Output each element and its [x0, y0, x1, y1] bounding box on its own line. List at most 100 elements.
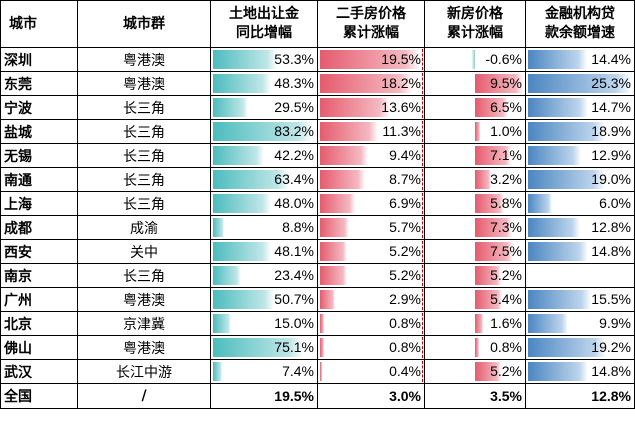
land-sale-growth-value: 23.4% — [274, 267, 314, 283]
new-house-price-rise: 1.0% — [424, 119, 526, 144]
city-name: 西安 — [0, 239, 78, 264]
loan-balance-growth-value: 14.8% — [591, 363, 631, 379]
city-name: 上海 — [0, 191, 78, 216]
loan-balance-growth-bar — [528, 362, 589, 381]
new-house-price-rise-value: 1.6% — [490, 315, 522, 331]
loan-balance-growth-value: 12.8% — [591, 219, 631, 235]
city-group: 长江中游 — [77, 359, 211, 384]
land-sale-growth: 48.3% — [210, 71, 318, 96]
header-land-sale: 土地出让金 同比增幅 — [210, 0, 318, 48]
new-house-price-rise-bar — [475, 218, 512, 237]
new-house-price-rise: 5.4% — [424, 287, 526, 312]
second-hand-price-rise-bar — [320, 314, 325, 333]
land-sale-growth-value: 7.4% — [282, 363, 314, 379]
loan-balance-growth: 25.3% — [525, 71, 635, 96]
second-hand-axis-line — [422, 73, 423, 94]
loan-balance-growth — [525, 263, 635, 288]
city-group: 关中 — [77, 239, 211, 264]
new-house-price-rise-bar — [475, 290, 503, 309]
second-hand-price-rise-value: 5.2% — [389, 267, 421, 283]
city-name: 无锡 — [0, 143, 78, 168]
loan-balance-growth-bar — [528, 98, 588, 117]
total-loan-balance-growth: 12.8% — [525, 383, 635, 409]
second-hand-price-rise: 11.3% — [317, 119, 425, 144]
new-house-price-rise-bar — [475, 170, 492, 189]
second-hand-axis-line — [422, 217, 423, 238]
land-sale-growth-bar — [213, 338, 304, 357]
second-hand-price-rise: 18.2% — [317, 71, 425, 96]
header-new-line2: 累计涨幅 — [447, 25, 503, 41]
new-house-price-rise: 7.1% — [424, 143, 526, 168]
new-house-price-rise-bar — [475, 98, 508, 117]
city-name: 宁波 — [0, 95, 78, 120]
table-row: 佛山 粤港澳 75.1% 0.8% 0.8% 19.2% — [0, 335, 635, 360]
second-hand-price-rise: 2.9% — [317, 287, 425, 312]
table-row: 武汉 长江中游 7.4% 0.4% 5.2% 14.8% — [0, 359, 635, 384]
second-hand-price-rise-value: 5.2% — [389, 243, 421, 259]
land-sale-growth-value: 50.7% — [274, 291, 314, 307]
table-row: 东莞 粤港澳 48.3% 18.2% 9.5% 25.3% — [0, 71, 635, 96]
new-house-price-rise: 9.5% — [424, 71, 526, 96]
second-hand-axis-line — [422, 49, 423, 70]
second-hand-price-rise-value: 0.4% — [389, 363, 421, 379]
table-row: 无锡 长三角 42.2% 9.4% 7.1% 12.9% — [0, 143, 635, 168]
second-hand-price-rise: 9.4% — [317, 143, 425, 168]
land-sale-growth-bar — [213, 242, 271, 261]
city-name: 武汉 — [0, 359, 78, 384]
city-name: 东莞 — [0, 71, 78, 96]
city-group: 长三角 — [77, 143, 211, 168]
header-row: 城市 城市群 土地出让金 同比增幅 二手房价格 累计涨幅 新房价格 累计涨幅 金… — [0, 0, 635, 48]
loan-balance-growth: 14.8% — [525, 239, 635, 264]
header-loan-line1: 金融机构贷 — [545, 6, 615, 22]
table-row: 成都 成渝 8.8% 5.7% 7.3% 12.8% — [0, 215, 635, 240]
second-hand-price-rise-value: 0.8% — [389, 315, 421, 331]
land-sale-growth-bar — [213, 194, 271, 213]
city-group: 长三角 — [77, 191, 211, 216]
land-sale-growth: 48.1% — [210, 239, 318, 264]
new-house-price-rise: -0.6% — [424, 47, 526, 72]
land-sale-growth-value: 29.5% — [274, 99, 314, 115]
loan-balance-growth-value: 15.5% — [591, 291, 631, 307]
second-hand-price-rise-value: 9.4% — [389, 147, 421, 163]
land-sale-growth-value: 48.3% — [274, 75, 314, 91]
loan-balance-growth: 12.8% — [525, 215, 635, 240]
table-row: 西安 关中 48.1% 5.2% 7.5% 14.8% — [0, 239, 635, 264]
second-hand-axis-line — [422, 145, 423, 166]
header-second-line2: 累计涨幅 — [343, 25, 399, 41]
second-hand-axis-line — [422, 313, 423, 334]
second-hand-price-rise-value: 5.7% — [389, 219, 421, 235]
header-second-hand: 二手房价格 累计涨幅 — [317, 0, 425, 48]
new-house-price-rise: 3.2% — [424, 167, 526, 192]
loan-balance-growth: 12.9% — [525, 143, 635, 168]
total-new-house-price-rise-value: 3.5% — [490, 387, 522, 404]
land-sale-growth-bar — [213, 314, 232, 333]
new-house-price-rise: 1.6% — [424, 311, 526, 336]
loan-balance-growth: 14.7% — [525, 95, 635, 120]
city-name: 盐城 — [0, 119, 78, 144]
second-hand-price-rise: 5.2% — [317, 263, 425, 288]
new-house-price-rise-value: 5.4% — [490, 291, 522, 307]
new-house-price-rise-value: -0.6% — [485, 51, 522, 67]
second-hand-price-rise-bar — [320, 146, 369, 165]
loan-balance-growth: 19.0% — [525, 167, 635, 192]
city-name: 广州 — [0, 287, 78, 312]
second-hand-price-rise: 13.6% — [317, 95, 425, 120]
land-sale-growth-value: 15.0% — [274, 315, 314, 331]
land-sale-growth-bar — [213, 362, 222, 381]
second-hand-price-rise: 0.8% — [317, 335, 425, 360]
new-house-price-rise-bar — [475, 122, 481, 141]
city-name: 北京 — [0, 311, 78, 336]
header-land-line2: 同比增幅 — [236, 25, 292, 41]
land-sale-growth-value: 8.8% — [282, 219, 314, 235]
second-hand-price-rise-bar — [320, 50, 420, 69]
new-house-price-rise-value: 7.1% — [490, 147, 522, 163]
second-hand-price-rise: 0.8% — [317, 311, 425, 336]
city-name: 南通 — [0, 167, 78, 192]
total-loan-balance-growth-value: 12.8% — [591, 387, 631, 404]
total-land-sale-growth: 19.5% — [210, 383, 318, 409]
new-house-price-rise-bar — [475, 146, 511, 165]
loan-balance-growth-value: 25.3% — [591, 75, 631, 91]
new-house-price-rise-value: 5.2% — [490, 267, 522, 283]
new-house-price-rise: 0.8% — [424, 335, 526, 360]
table-row: 上海 长三角 48.0% 6.9% 5.8% 6.0% — [0, 191, 635, 216]
